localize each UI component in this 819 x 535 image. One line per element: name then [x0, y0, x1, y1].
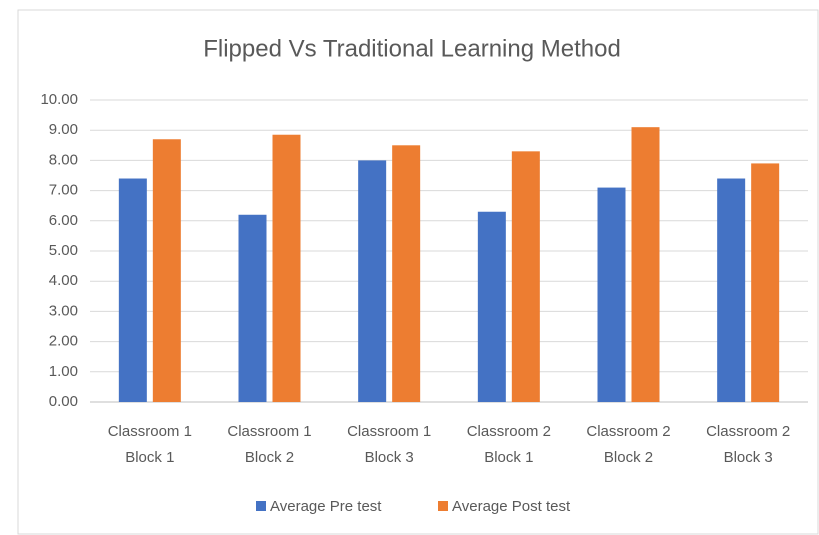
bar: [238, 214, 267, 402]
x-tick-label: Block 2: [604, 449, 653, 466]
x-tick-label: Classroom 1: [227, 423, 311, 440]
bar: [631, 127, 660, 403]
legend-swatch: [256, 501, 266, 511]
x-tick-label: Classroom 1: [347, 423, 431, 440]
y-tick-label: 4.00: [49, 272, 78, 289]
bar: [717, 178, 746, 402]
bar: [511, 151, 540, 402]
x-tick-label: Classroom 2: [706, 423, 790, 440]
legend-label: Average Post test: [452, 498, 571, 515]
bar: [751, 163, 780, 402]
x-tick-label: Block 1: [125, 449, 174, 466]
bar: [152, 139, 181, 402]
x-tick-label: Block 3: [724, 449, 773, 466]
y-tick-label: 8.00: [49, 151, 78, 168]
legend-swatch: [438, 501, 448, 511]
x-tick-label: Classroom 2: [586, 423, 670, 440]
y-tick-label: 10.00: [40, 91, 78, 108]
y-tick-label: 2.00: [49, 333, 78, 350]
y-tick-label: 5.00: [49, 242, 78, 259]
y-tick-label: 1.00: [49, 363, 78, 380]
y-tick-label: 3.00: [49, 302, 78, 319]
chart-title: Flipped Vs Traditional Learning Method: [203, 35, 621, 62]
y-tick-label: 9.00: [49, 121, 78, 138]
bar: [358, 160, 387, 402]
y-tick-label: 6.00: [49, 212, 78, 229]
bar: [272, 134, 301, 403]
x-tick-label: Block 3: [365, 449, 414, 466]
x-tick-label: Classroom 1: [108, 423, 192, 440]
legend-label: Average Pre test: [270, 498, 382, 515]
bar: [392, 145, 421, 403]
y-tick-label: 7.00: [49, 182, 78, 199]
bar: [597, 187, 626, 402]
x-tick-label: Block 2: [245, 449, 294, 466]
bar: [477, 211, 506, 402]
x-tick-label: Block 1: [484, 449, 533, 466]
y-tick-label: 0.00: [49, 393, 78, 410]
x-tick-label: Classroom 2: [467, 423, 551, 440]
bar: [118, 178, 147, 402]
